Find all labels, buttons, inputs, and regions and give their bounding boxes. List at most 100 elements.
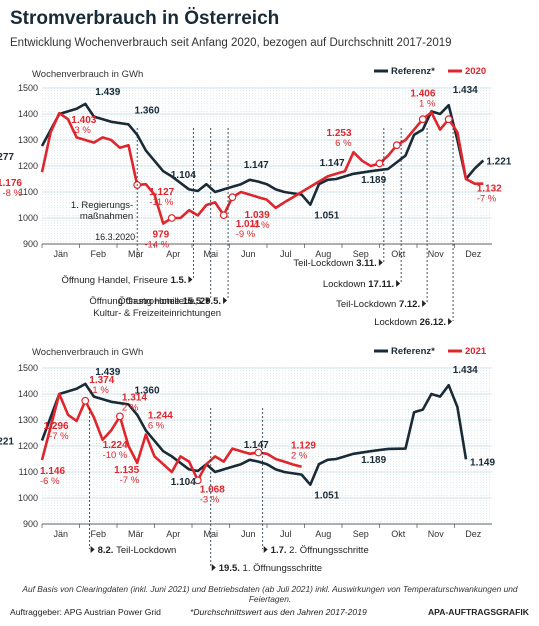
- data-label-reference: 1.104: [171, 477, 196, 488]
- data-label-actual: 1.146: [40, 466, 65, 477]
- data-label-reference: 1.189: [361, 175, 386, 186]
- data-label-reference: 1.277: [0, 152, 14, 163]
- event-text: Teil-Lockdown: [336, 299, 399, 310]
- data-label-actual: 1.224: [103, 440, 128, 451]
- data-label-actual-pct: -11 %: [149, 197, 174, 208]
- event-marker: [219, 211, 228, 220]
- event-text: Teil-Lockdown: [116, 545, 176, 556]
- footer-client: Auftraggeber: APG Austrian Power Grid: [10, 607, 161, 617]
- arrow-icon: [90, 546, 95, 553]
- data-label-reference: 1.360: [135, 385, 160, 396]
- arrow-icon: [205, 297, 210, 304]
- legend-label-actual: 2020: [465, 66, 486, 77]
- data-label-reference: 1.149: [470, 457, 495, 468]
- event-date: 17.11.: [368, 279, 394, 290]
- y-tick-label: 1300: [18, 415, 38, 425]
- x-tick-label: Feb: [90, 529, 106, 539]
- data-label-actual-pct: 2 %: [291, 450, 308, 461]
- x-tick-label: Jun: [241, 529, 256, 539]
- data-label-actual: 1.135: [114, 465, 139, 476]
- event-text: Öffnung Gastronomie: [89, 296, 182, 307]
- page-title: Stromverbrauch in Österreich: [10, 8, 280, 29]
- data-label-actual-pct: -7 %: [477, 194, 497, 205]
- data-label-actual: 1.406: [410, 88, 435, 99]
- data-label-actual-pct: -8 %: [2, 188, 22, 199]
- event-text: Teil-Lockdown: [293, 258, 356, 269]
- x-tick-label: Okt: [391, 529, 406, 539]
- arrow-icon: [263, 546, 268, 553]
- legend-label-reference: Referenz*: [391, 66, 435, 77]
- legend-label-reference: Referenz*: [391, 346, 435, 357]
- data-label-reference: 1.360: [135, 105, 160, 116]
- event-annotation: 8.2. Teil-Lockdown: [98, 545, 177, 556]
- event-annotation: Öffnung Gastronomie 15.5.: [89, 296, 203, 307]
- event-date: 8.2.: [98, 545, 117, 556]
- data-label-actual-pct: -10 %: [103, 450, 128, 461]
- event-marker: [392, 141, 401, 150]
- x-tick-label: Mär: [128, 529, 144, 539]
- data-label-reference: 1.439: [95, 87, 120, 98]
- event-annotation: Teil-Lockdown 3.11.: [293, 258, 376, 269]
- data-label-actual-pct: -3 %: [200, 494, 220, 505]
- event-marker: [81, 396, 90, 405]
- event-marker: [418, 115, 427, 124]
- y-tick-label: 900: [23, 519, 38, 529]
- data-label-actual: 1.314: [122, 392, 147, 403]
- data-label-actual: 1.403: [71, 115, 96, 126]
- event-text: Lockdown: [374, 317, 419, 328]
- event-annotation: Teil-Lockdown 7.12.: [336, 299, 420, 310]
- event-date: 26.12.: [420, 317, 446, 328]
- x-tick-label: Nov: [428, 249, 445, 259]
- data-label-reference: 1.434: [453, 85, 478, 96]
- x-tick-label: Aug: [315, 529, 331, 539]
- data-label-actual: 1.129: [291, 440, 316, 451]
- x-tick-label: Dez: [465, 249, 482, 259]
- x-tick-label: Nov: [428, 529, 445, 539]
- y-tick-label: 1300: [18, 135, 38, 145]
- event-label-line2: Kultur- & Freizeiteinrichtungen: [93, 308, 221, 319]
- event-date: 1.5.: [171, 275, 187, 286]
- data-label-reference: 1.221: [486, 157, 511, 168]
- data-label-actual: 1.011: [236, 219, 261, 230]
- event-marker: [115, 412, 124, 421]
- event-date: 1.7.: [271, 545, 290, 556]
- event-annotation: Öffnung Handel, Friseure 1.5.: [61, 275, 186, 286]
- arrow-icon: [448, 318, 453, 325]
- event-annotation: 19.5. 1. Öffnungsschritte: [219, 563, 322, 574]
- event-label: 1. Regierungs-: [71, 200, 133, 211]
- data-label-reference: 1.104: [171, 170, 196, 181]
- data-label-reference: 1.051: [314, 211, 339, 222]
- event-text: Öffnung Handel, Friseure: [61, 275, 170, 286]
- y-tick-label: 1500: [18, 363, 38, 373]
- y-tick-label: 1100: [19, 187, 38, 197]
- y-tick-label: 1100: [19, 467, 38, 477]
- x-tick-label: Sep: [353, 529, 369, 539]
- data-label-reference: 1.434: [453, 365, 478, 376]
- data-label-actual-pct: -1 %: [89, 385, 109, 396]
- data-label-actual-pct: -3 %: [71, 125, 91, 136]
- x-tick-label: Feb: [90, 249, 106, 259]
- data-label-reference: 1.189: [361, 455, 386, 466]
- event-text: 1. Öffnungsschritte: [243, 563, 323, 574]
- y-tick-label: 1400: [18, 109, 38, 119]
- y-axis-label: Wochenverbrauch in GWh: [32, 69, 143, 80]
- data-label-actual: 1.244: [148, 411, 173, 422]
- event-label-line2: maßnahmen: [80, 211, 133, 222]
- data-label-actual-pct: -14 %: [144, 239, 169, 250]
- data-label-actual-pct: -4 %: [250, 220, 270, 231]
- data-label-actual-pct: 2 %: [122, 402, 139, 413]
- x-tick-label: Sep: [353, 249, 369, 259]
- event-marker: [375, 159, 384, 168]
- legend-label-actual: 2021: [465, 346, 487, 357]
- data-label-reference: 1.147: [244, 440, 269, 451]
- event-text: Öffnung Hotellerie,: [118, 296, 200, 307]
- arrow-icon: [223, 297, 228, 304]
- event-date: 7.12.: [399, 299, 420, 310]
- x-tick-label: Apr: [166, 249, 180, 259]
- event-text: 2. Öffnungsschritte: [289, 545, 369, 556]
- y-tick-label: 1500: [18, 83, 38, 93]
- event-marker: [228, 193, 237, 202]
- event-date: 16.3.2020: [95, 232, 135, 242]
- data-label-actual-pct: -7 %: [120, 475, 140, 486]
